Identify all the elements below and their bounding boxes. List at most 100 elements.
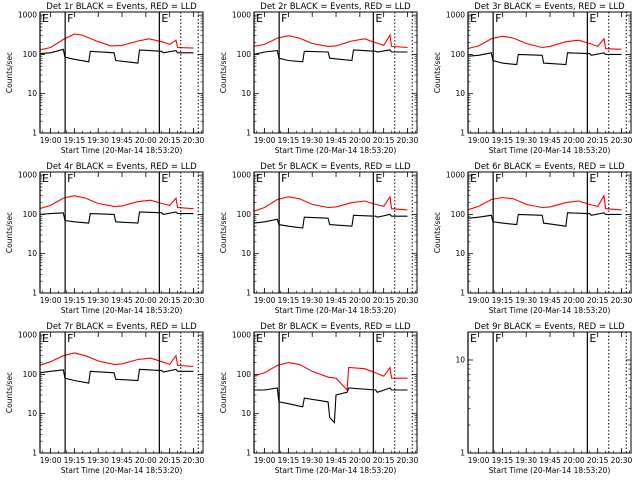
panel-title: Det 2r BLACK = Events, RED = LLD xyxy=(260,2,411,12)
marker-label: F xyxy=(281,332,287,345)
x-tick-label: 19:45 xyxy=(111,296,133,305)
x-tick-label: 19:15 xyxy=(492,296,514,305)
x-tick-label: 20:00 xyxy=(563,456,585,465)
marker-label: F xyxy=(67,172,73,185)
marker-label: E xyxy=(375,12,382,25)
x-tick-label: 20:15 xyxy=(373,456,395,465)
plot-frame xyxy=(253,331,418,454)
x-tick-label: 19:30 xyxy=(515,136,537,145)
x-tick-label: 20:00 xyxy=(349,136,371,145)
marker-label: E xyxy=(161,332,168,345)
x-tick-label: 19:30 xyxy=(87,296,109,305)
y-axis-label: Counts/sec xyxy=(5,52,14,93)
x-tick-label: 19:00 xyxy=(468,456,490,465)
y-tick-label: 1000 xyxy=(446,11,465,20)
x-tick-label: 19:45 xyxy=(539,296,561,305)
x-tick-label: 20:15 xyxy=(587,456,609,465)
series-lld-red xyxy=(40,352,194,367)
x-axis-label: Start Time (20-Mar-14 18:53:20) xyxy=(489,466,611,475)
plot-frame xyxy=(39,331,204,454)
x-tick-label: 19:45 xyxy=(111,136,133,145)
plot-frame xyxy=(467,331,632,454)
x-tick-label: 20:15 xyxy=(587,296,609,305)
panel-title: Det 8r BLACK = Events, RED = LLD xyxy=(260,322,411,332)
x-tick-label: 20:15 xyxy=(159,296,181,305)
panel-title: Det 9r BLACK = Events, RED = LLD xyxy=(474,322,625,332)
x-tick-label: 20:00 xyxy=(135,136,157,145)
series-lld-red xyxy=(254,195,408,212)
y-tick-label: 10 xyxy=(27,409,37,418)
x-tick-label: 20:30 xyxy=(611,456,633,465)
x-tick-label: 20:15 xyxy=(373,296,395,305)
series-events-black xyxy=(468,212,622,227)
y-tick-label: 1 xyxy=(32,129,37,138)
x-tick-label: 19:15 xyxy=(492,456,514,465)
x-tick-label: 19:30 xyxy=(87,456,109,465)
marker-label: E xyxy=(42,332,49,345)
series-events-black xyxy=(40,368,194,384)
x-tick-label: 19:30 xyxy=(301,136,323,145)
marker-label: E xyxy=(589,332,596,345)
x-tick-label: 19:00 xyxy=(468,296,490,305)
series-lld-red xyxy=(254,33,408,49)
y-axis-label: Counts/sec xyxy=(219,52,228,93)
series-lld-red xyxy=(254,362,408,392)
plot-frame xyxy=(39,11,204,134)
x-tick-label: 20:30 xyxy=(397,296,419,305)
plot-frame xyxy=(253,171,418,294)
x-tick-label: 20:30 xyxy=(183,456,205,465)
x-tick-label: 19:15 xyxy=(64,296,86,305)
y-tick-label: 1000 xyxy=(232,171,251,180)
marker-label: F xyxy=(495,12,501,25)
panel-title: Det 7r BLACK = Events, RED = LLD xyxy=(46,322,197,332)
series-events-black xyxy=(254,213,408,229)
panel-det-6: Det 6r BLACK = Events, RED = LLD 1 10 100 10… xyxy=(433,162,633,315)
y-tick-label: 10 xyxy=(241,409,251,418)
x-tick-label: 20:15 xyxy=(159,136,181,145)
marker-label: E xyxy=(375,332,382,345)
x-tick-label: 20:00 xyxy=(563,296,585,305)
y-axis-label: Counts/sec xyxy=(433,212,442,253)
y-tick-label: 100 xyxy=(23,50,38,59)
series-lld-red xyxy=(468,35,622,50)
series-events-black xyxy=(468,52,622,66)
x-tick-label: 19:30 xyxy=(301,456,323,465)
marker-label: E xyxy=(161,172,168,185)
x-axis-label: Start Time (20-Mar-14 18:53:20) xyxy=(275,146,397,155)
marker-label: E xyxy=(42,172,49,185)
y-tick-label: 10 xyxy=(455,89,465,98)
y-tick-label: 1 xyxy=(460,449,465,458)
marker-label: E xyxy=(256,12,263,25)
y-tick-label: 100 xyxy=(23,370,38,379)
plot-frame xyxy=(253,11,418,134)
marker-label: E xyxy=(161,12,168,25)
x-tick-label: 19:30 xyxy=(515,456,537,465)
x-tick-label: 20:15 xyxy=(373,136,395,145)
x-tick-label: 19:45 xyxy=(325,296,347,305)
series-lld-red xyxy=(468,194,622,211)
x-axis-label: Start Time (20-Mar-14 18:53:20) xyxy=(61,306,183,315)
panel-det-7: Det 7r BLACK = Events, RED = LLD 1 10 100 10… xyxy=(5,322,205,475)
x-tick-label: 19:15 xyxy=(492,136,514,145)
y-tick-label: 10 xyxy=(455,355,465,364)
series-events-black xyxy=(254,49,408,63)
x-tick-label: 20:30 xyxy=(611,296,633,305)
panel-title: Det 3r BLACK = Events, RED = LLD xyxy=(474,2,625,12)
y-tick-label: 1000 xyxy=(232,331,251,340)
x-tick-label: 20:30 xyxy=(183,296,205,305)
x-tick-label: 19:00 xyxy=(40,136,62,145)
x-tick-label: 19:45 xyxy=(539,136,561,145)
y-tick-label: 1 xyxy=(246,449,251,458)
y-tick-label: 100 xyxy=(237,370,252,379)
marker-label: F xyxy=(281,12,287,25)
panel-title: Det 5r BLACK = Events, RED = LLD xyxy=(260,162,411,172)
y-tick-label: 1 xyxy=(460,289,465,298)
y-axis-label: Counts/sec xyxy=(219,212,228,253)
y-axis-label: Counts/sec xyxy=(433,52,442,93)
marker-label: F xyxy=(67,12,73,25)
y-tick-label: 1000 xyxy=(232,11,251,20)
x-tick-label: 19:15 xyxy=(278,456,300,465)
y-tick-label: 1 xyxy=(32,289,37,298)
x-tick-label: 19:15 xyxy=(278,136,300,145)
